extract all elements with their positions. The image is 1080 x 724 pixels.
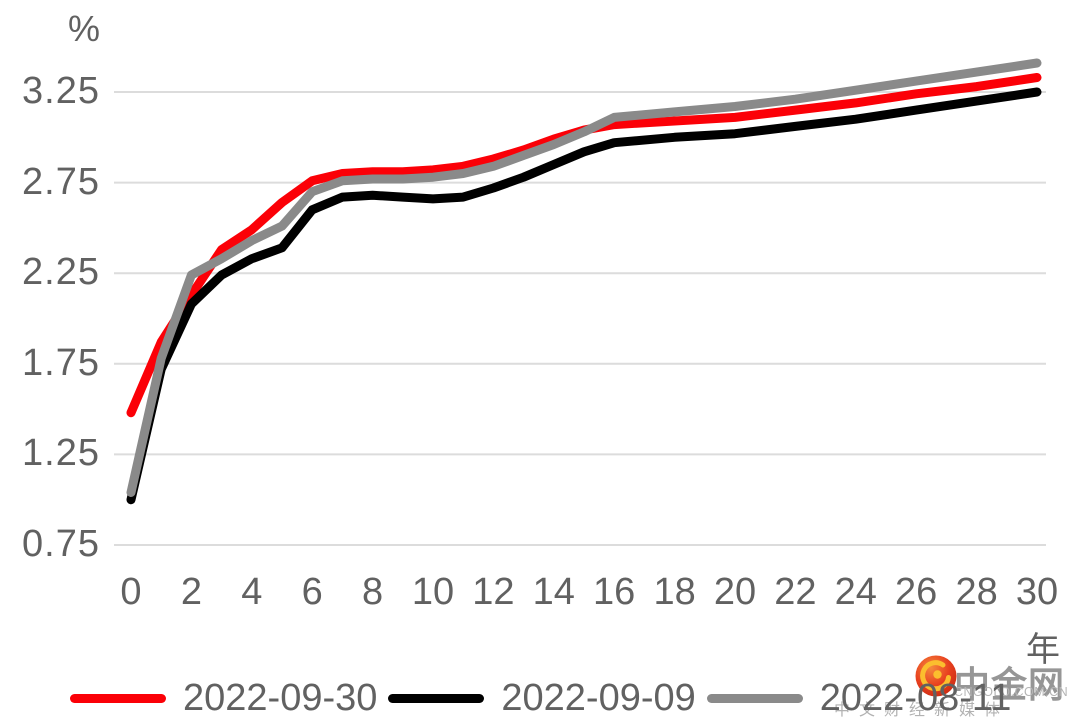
gridlines (114, 91, 1046, 546)
watermark-domain-text: CNGOLD.COM.CN (954, 685, 1069, 699)
x-tick-label: 14 (532, 571, 575, 613)
legend-swatch (388, 693, 485, 703)
y-axis-unit-label: % (67, 8, 100, 49)
x-tick-label: 28 (955, 571, 998, 613)
chart-legend: 2022-09-30 2022-09-09 2022-08-11 (70, 676, 1022, 720)
y-tick-label: 0.75 (22, 523, 100, 565)
legend-item-2022-09-09: 2022-09-09 (388, 677, 706, 720)
series-line-2022-09-09 (126, 87, 1042, 505)
x-tick-label: 24 (834, 571, 877, 613)
y-tick-label: 2.75 (22, 160, 100, 203)
x-tick-label: 30 (1015, 571, 1059, 613)
legend-item-2022-09-30: 2022-09-30 (70, 677, 388, 720)
x-tick-label: 10 (411, 571, 455, 613)
x-tick-label: 8 (362, 571, 384, 613)
y-tick-label: 1.75 (22, 341, 100, 384)
legend-swatch (706, 693, 803, 703)
cngold-swirl-logo-icon (915, 655, 957, 697)
x-tick-label: 2 (180, 571, 202, 613)
x-tick-label: 16 (593, 571, 636, 613)
x-tick-label: 20 (713, 571, 757, 613)
series-line-2022-08-11 (126, 58, 1042, 497)
watermark: 中金网 CNGOLD.COM.CN 中文财经新媒体 (834, 654, 1080, 724)
watermark-brand-text: 中金网 (954, 664, 1066, 705)
legend-label: 2022-08-11 (819, 676, 1012, 719)
x-tick-label: 18 (653, 571, 696, 613)
legend-swatch (70, 693, 166, 703)
y-tick-label: 2.25 (22, 251, 100, 294)
x-tick-label: 26 (895, 571, 938, 613)
y-tick-label: 3.25 (22, 70, 100, 112)
series-lines (126, 58, 1042, 505)
watermark-tagline-text: 中文财经新媒体 (834, 702, 1010, 719)
legend-item-2022-08-11: 2022-08-11 (706, 676, 1023, 720)
x-tick-label: 22 (774, 571, 817, 613)
legend-label: 2022-09-09 (501, 676, 696, 719)
x-axis-unit-label: 年 (1026, 631, 1060, 669)
x-tick-label: 12 (472, 571, 515, 613)
x-tick-label: 6 (301, 571, 323, 613)
x-tick-label: 0 (120, 571, 142, 613)
series-line-2022-09-30 (126, 73, 1042, 418)
legend-label: 2022-09-30 (183, 676, 378, 719)
y-tick-label: 1.25 (22, 432, 100, 475)
x-tick-label: 4 (241, 571, 263, 613)
